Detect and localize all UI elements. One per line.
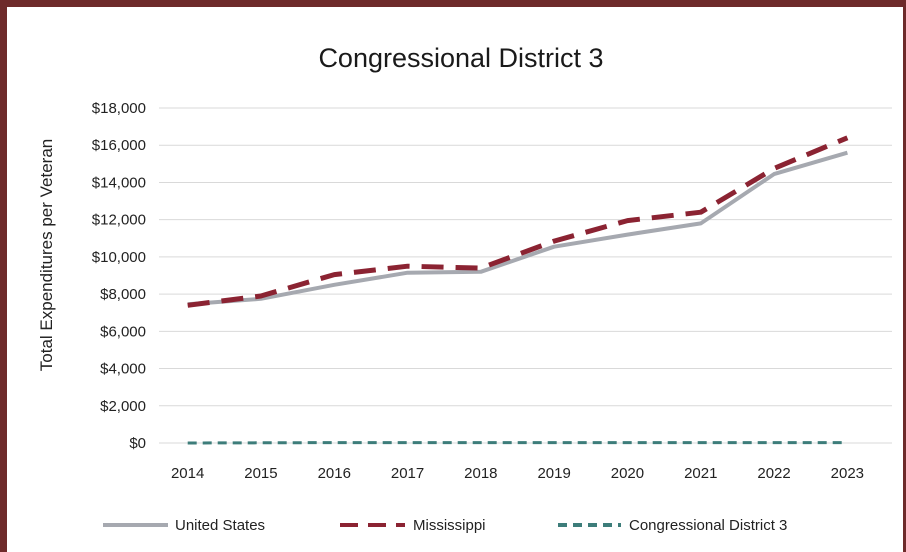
x-tick-label: 2018 [464, 465, 497, 482]
legend-label: United States [175, 517, 265, 534]
y-tick-label: $10,000 [92, 249, 146, 266]
y-tick-label: $18,000 [92, 100, 146, 117]
y-tick-label: $6,000 [100, 323, 146, 340]
y-tick-label: $4,000 [100, 361, 146, 378]
y-tick-label: $0 [129, 435, 146, 452]
legend-label: Mississippi [413, 517, 486, 534]
x-tick-label: 2014 [171, 465, 204, 482]
x-tick-label: 2021 [684, 465, 717, 482]
x-tick-label: 2022 [757, 465, 790, 482]
x-tick-label: 2019 [537, 465, 570, 482]
y-tick-label: $12,000 [92, 212, 146, 229]
y-tick-label: $16,000 [92, 137, 146, 154]
y-tick-label: $2,000 [100, 398, 146, 415]
x-tick-label: 2015 [244, 465, 277, 482]
x-tick-label: 2023 [831, 465, 864, 482]
x-tick-label: 2016 [318, 465, 351, 482]
y-axis-label: Total Expenditures per Veteran [37, 139, 56, 371]
x-tick-label: 2020 [611, 465, 644, 482]
series-line-0 [187, 150, 848, 307]
x-tick-label: 2017 [391, 465, 424, 482]
series-line-1 [187, 135, 849, 308]
y-tick-label: $8,000 [100, 286, 146, 303]
chart-area: Congressional District 3 Total Expenditu… [37, 43, 892, 534]
y-tick-label: $14,000 [92, 174, 146, 191]
legend-label: Congressional District 3 [629, 517, 787, 534]
chart-title: Congressional District 3 [318, 43, 603, 73]
